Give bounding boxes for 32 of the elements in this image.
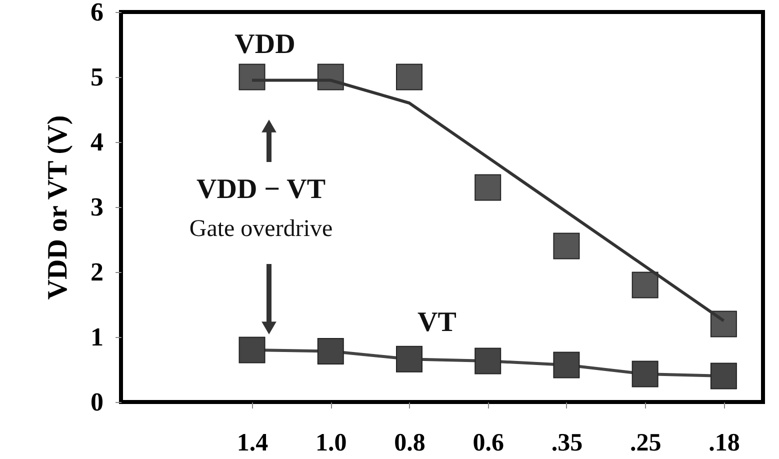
- series-label: VT: [418, 307, 457, 338]
- x-tick-label: .35: [551, 430, 583, 456]
- y-tick-label: 1: [90, 322, 104, 352]
- point: [632, 272, 658, 298]
- point: [553, 352, 580, 378]
- annotation: Gate overdrive: [189, 216, 333, 242]
- point: [238, 64, 266, 90]
- y-tick-label: 6: [90, 0, 104, 26]
- point: [238, 336, 266, 364]
- series-label: VDD: [234, 29, 296, 60]
- point: [474, 174, 502, 201]
- point: [553, 232, 580, 260]
- x-tick-label: 1.4: [236, 430, 269, 456]
- x-tick-label: 0.6: [472, 430, 504, 456]
- y-tick-label: 5: [90, 62, 104, 92]
- y-tick-label: 0: [90, 388, 104, 416]
- point: [396, 346, 422, 372]
- point: [710, 362, 737, 390]
- x-tick-label: 1.0: [316, 430, 347, 456]
- x-tick-label: .18: [708, 430, 740, 456]
- point: [632, 360, 658, 388]
- y-tick-label: 3: [90, 192, 104, 222]
- point: [317, 338, 344, 365]
- point: [710, 310, 737, 338]
- y-axis-title: VDD or VT (V): [42, 115, 74, 300]
- point: [396, 64, 422, 90]
- annotation: VDD − VT: [196, 174, 326, 205]
- point: [474, 348, 502, 374]
- y-tick-label: 4: [90, 128, 104, 156]
- x-tick-label: .25: [630, 430, 662, 456]
- y-tick-label: 2: [90, 258, 104, 286]
- x-tick-label: 0.8: [394, 430, 426, 456]
